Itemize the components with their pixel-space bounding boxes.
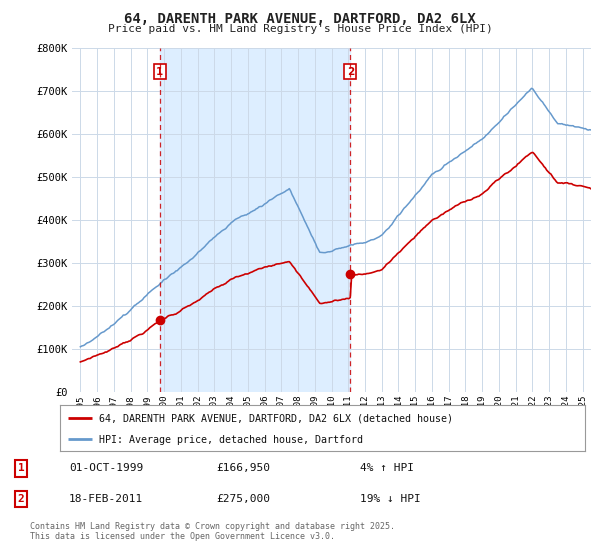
Text: 2: 2 [347, 67, 354, 77]
Text: £275,000: £275,000 [216, 494, 270, 503]
Text: 64, DARENTH PARK AVENUE, DARTFORD, DA2 6LX (detached house): 64, DARENTH PARK AVENUE, DARTFORD, DA2 6… [100, 414, 454, 424]
Text: 18-FEB-2011: 18-FEB-2011 [69, 494, 143, 503]
Text: 19% ↓ HPI: 19% ↓ HPI [360, 494, 421, 503]
Text: HPI: Average price, detached house, Dartford: HPI: Average price, detached house, Dart… [100, 435, 364, 445]
Text: £166,950: £166,950 [216, 464, 270, 473]
Bar [160, 48, 350, 392]
Text: 1: 1 [17, 464, 25, 473]
Text: 64, DARENTH PARK AVENUE, DARTFORD, DA2 6LX: 64, DARENTH PARK AVENUE, DARTFORD, DA2 6… [124, 12, 476, 26]
Text: 4% ↑ HPI: 4% ↑ HPI [360, 464, 414, 473]
Text: Price paid vs. HM Land Registry's House Price Index (HPI): Price paid vs. HM Land Registry's House … [107, 24, 493, 34]
Text: 1: 1 [156, 67, 164, 77]
Text: 2: 2 [17, 494, 25, 503]
Text: Contains HM Land Registry data © Crown copyright and database right 2025.
This d: Contains HM Land Registry data © Crown c… [30, 522, 395, 542]
Text: 01-OCT-1999: 01-OCT-1999 [69, 464, 143, 473]
